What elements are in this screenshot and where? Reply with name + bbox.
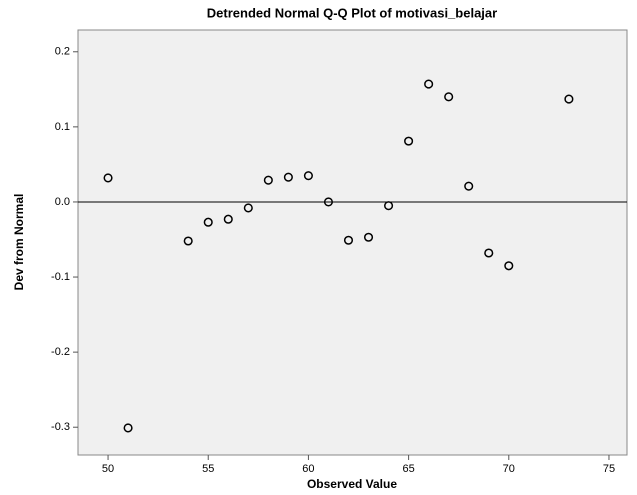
y-axis-label: Dev from Normal	[12, 194, 26, 291]
point	[223, 214, 233, 224]
plot-area	[77, 29, 628, 456]
y-tick-label: 0.0	[55, 196, 70, 208]
point	[363, 232, 374, 242]
point	[323, 197, 334, 207]
y-tick-label: 0.1	[55, 121, 70, 133]
point	[404, 136, 414, 146]
point	[283, 172, 293, 182]
x-tick-label: 55	[202, 463, 214, 475]
y-tick-label: 0.2	[55, 46, 70, 58]
y-tick-label: -0.1	[51, 271, 70, 283]
chart-title: Detrended Normal Q-Q Plot of motivasi_be…	[207, 5, 497, 20]
point	[103, 173, 113, 183]
point	[183, 236, 193, 246]
point	[303, 171, 313, 181]
point	[564, 94, 574, 104]
point	[444, 92, 454, 102]
x-tick-label: 65	[402, 463, 414, 475]
point	[263, 175, 273, 185]
point	[464, 181, 474, 191]
x-tick-label: 50	[102, 463, 114, 475]
x-tick-label: 70	[503, 463, 515, 475]
x-tick-label: 75	[603, 463, 615, 475]
point	[243, 203, 253, 213]
point	[504, 261, 514, 271]
point	[203, 217, 213, 227]
y-tick-label: -0.3	[51, 421, 70, 433]
point	[123, 423, 133, 433]
y-tick-label: -0.2	[51, 346, 70, 358]
x-tick-label: 60	[302, 463, 314, 475]
point	[484, 248, 494, 258]
point	[343, 235, 354, 245]
point	[424, 79, 434, 89]
point	[384, 201, 394, 211]
x-axis-label: Observed Value	[307, 477, 397, 491]
